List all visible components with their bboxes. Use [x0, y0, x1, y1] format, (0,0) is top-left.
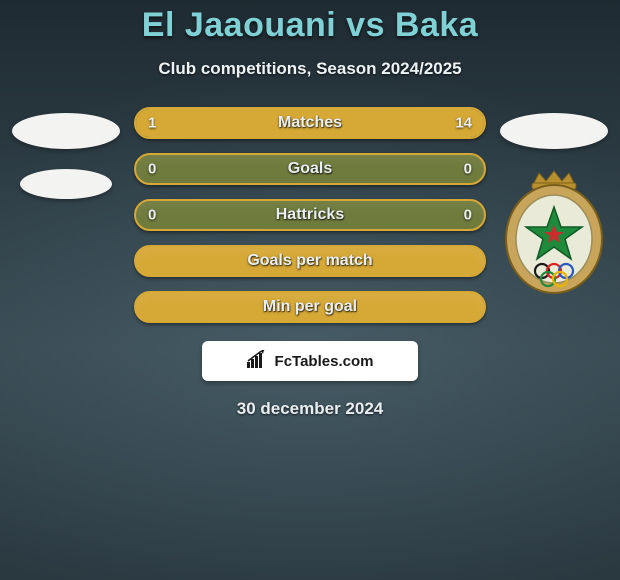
brand-chart-icon	[247, 350, 269, 373]
stat-label: Goals per match	[247, 252, 372, 270]
stat-bar-row: Goals per match	[134, 245, 486, 277]
stat-value-right: 0	[464, 207, 472, 224]
stat-label: Min per goal	[263, 298, 357, 316]
stat-bar-row: 0 0 Hattricks	[134, 199, 486, 231]
stat-value-left: 1	[148, 115, 156, 132]
stat-value-right: 0	[464, 161, 472, 178]
stat-label: Hattricks	[276, 206, 344, 224]
left-player-column	[6, 107, 126, 199]
stat-value-left: 0	[148, 161, 156, 178]
brand-text: FcTables.com	[275, 353, 374, 370]
page-title: El Jaaouani vs Baka	[0, 6, 620, 45]
stat-label: Matches	[278, 114, 342, 132]
stat-bars: 1 14 Matches 0 0 Goals 0 0 Hattricks Goals per ma…	[126, 107, 494, 323]
stat-value-right: 14	[455, 115, 472, 132]
brand-badge: FcTables.com	[202, 341, 418, 381]
comparison-layout: 1 14 Matches 0 0 Goals 0 0 Hattricks Goals per ma…	[0, 107, 620, 323]
stat-bar-row: 0 0 Goals	[134, 153, 486, 185]
stat-label: Goals	[288, 160, 332, 178]
subtitle: Club competitions, Season 2024/2025	[0, 59, 620, 79]
right-player-avatar-placeholder	[500, 113, 608, 149]
stat-bar-row: Min per goal	[134, 291, 486, 323]
left-player-avatar-placeholder	[12, 113, 120, 149]
right-player-club-crest	[504, 169, 604, 299]
left-player-club-placeholder	[20, 169, 112, 199]
right-player-column	[494, 107, 614, 299]
stat-bar-row: 1 14 Matches	[134, 107, 486, 139]
stat-value-left: 0	[148, 207, 156, 224]
snapshot-date: 30 december 2024	[0, 399, 620, 419]
